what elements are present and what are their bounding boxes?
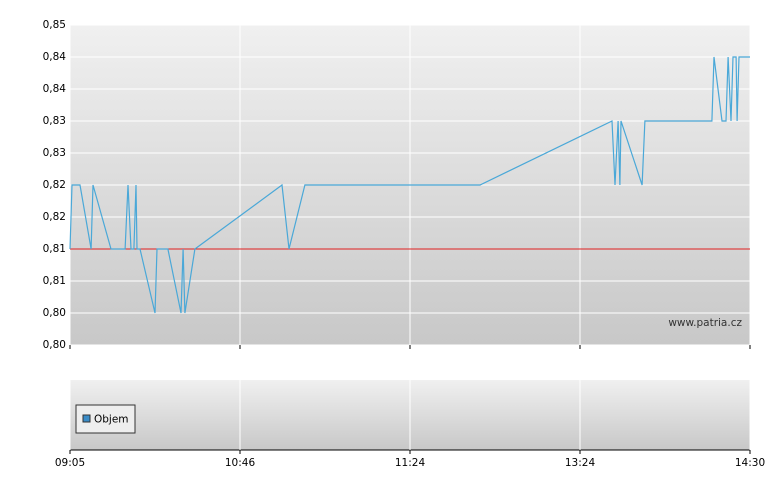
price-line xyxy=(69,56,750,314)
x-tick-label: 11:24 xyxy=(395,457,426,469)
x-tick-label: 09:05 xyxy=(55,457,85,469)
y-tick-label: 0,81 xyxy=(43,275,66,287)
y-tick-label: 0,80 xyxy=(43,307,66,319)
x-tick-label: 13:24 xyxy=(565,457,596,469)
y-tick-label: 0,84 xyxy=(43,51,67,63)
legend-label: Objem xyxy=(94,414,129,426)
y-tick-label: 0,82 xyxy=(43,179,66,191)
y-tick-label: 0,84 xyxy=(43,83,67,95)
y-tick-label: 0,83 xyxy=(43,147,66,159)
legend-swatch xyxy=(82,414,91,423)
y-tick-label: 0,82 xyxy=(43,211,66,223)
y-tick-label: 0,83 xyxy=(43,115,66,127)
y-tick-label: 0,85 xyxy=(43,19,66,31)
y-tick-label: 0,80 xyxy=(43,339,66,351)
watermark: www.patria.cz xyxy=(668,317,742,329)
y-tick-label: 0,81 xyxy=(43,243,66,255)
x-tick-label: 10:46 xyxy=(225,457,256,469)
x-tick-label: 14:30 xyxy=(735,457,765,469)
